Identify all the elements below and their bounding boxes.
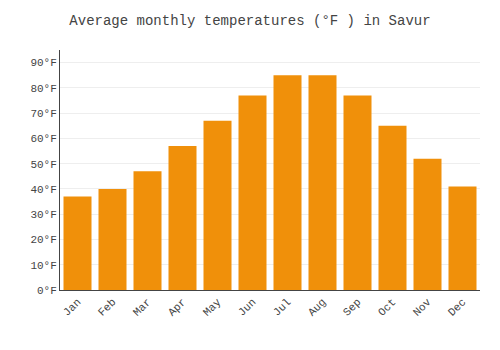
- svg-text:Apr: Apr: [166, 296, 188, 318]
- svg-text:40°F: 40°F: [30, 184, 56, 196]
- svg-text:30°F: 30°F: [30, 209, 56, 221]
- svg-text:10°F: 10°F: [30, 260, 56, 272]
- svg-text:Mar: Mar: [131, 296, 153, 318]
- svg-text:Sep: Sep: [341, 296, 363, 318]
- svg-text:20°F: 20°F: [30, 234, 56, 246]
- svg-text:Average monthly temperatures (: Average monthly temperatures (°F ) in Sa…: [69, 13, 430, 29]
- svg-text:Jul: Jul: [271, 296, 293, 318]
- svg-text:Oct: Oct: [376, 296, 398, 318]
- svg-text:50°F: 50°F: [30, 159, 56, 171]
- svg-text:90°F: 90°F: [30, 57, 56, 69]
- svg-text:Jun: Jun: [236, 296, 258, 318]
- svg-text:0°F: 0°F: [37, 285, 57, 297]
- svg-text:60°F: 60°F: [30, 133, 56, 145]
- svg-text:Feb: Feb: [96, 296, 118, 318]
- svg-text:Jan: Jan: [61, 296, 83, 318]
- svg-text:May: May: [201, 296, 224, 319]
- svg-text:80°F: 80°F: [30, 83, 56, 95]
- svg-text:Dec: Dec: [446, 296, 468, 318]
- svg-text:Aug: Aug: [306, 296, 328, 318]
- svg-text:Nov: Nov: [411, 296, 434, 319]
- svg-text:70°F: 70°F: [30, 108, 56, 120]
